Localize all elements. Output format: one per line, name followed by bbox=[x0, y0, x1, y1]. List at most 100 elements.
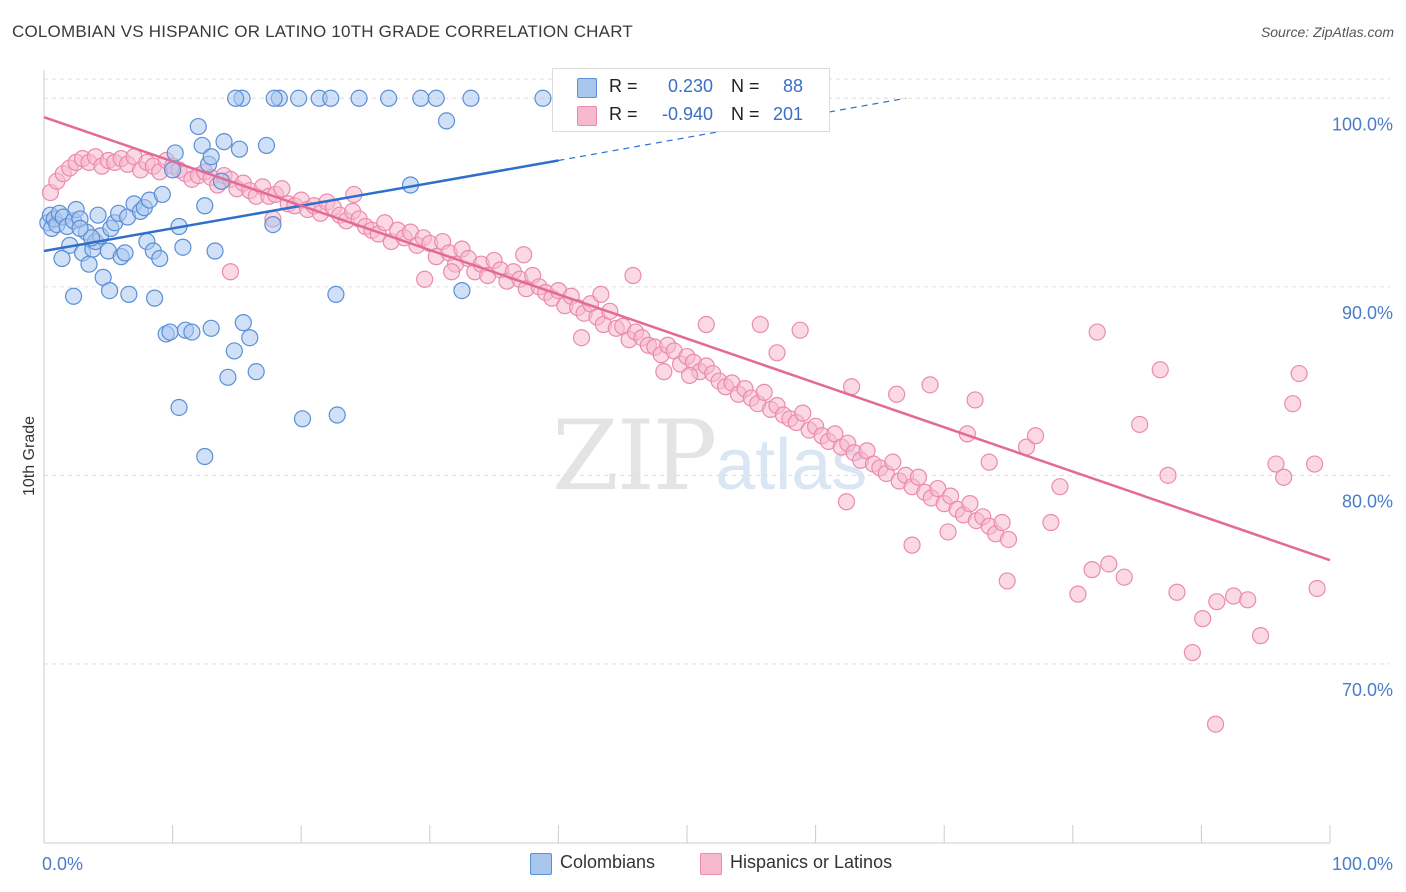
hispanic-point bbox=[1206, 715, 1225, 733]
colombian-point bbox=[202, 148, 220, 166]
hispanic-point bbox=[416, 270, 434, 288]
hispanic-trend-line bbox=[43, 115, 1331, 562]
colombian-point bbox=[290, 89, 308, 107]
hispanic-point bbox=[515, 246, 533, 264]
colombian-points bbox=[39, 89, 552, 466]
hispanic-point bbox=[680, 366, 699, 385]
hispanic-point bbox=[751, 315, 769, 334]
trend-lines bbox=[43, 97, 1331, 562]
colombian-point bbox=[166, 144, 184, 162]
colombian-point bbox=[328, 406, 346, 424]
bottom-legend-swatch-blue bbox=[530, 853, 552, 875]
colombian-point bbox=[174, 238, 192, 256]
legend-n-label: N = bbox=[731, 104, 760, 124]
colombian-point bbox=[64, 287, 83, 305]
tick-labels: 70.0% 80.0% 90.0% 100.0% 0.0% 100.0% bbox=[42, 114, 1393, 874]
hispanic-point bbox=[837, 493, 856, 511]
legend-swatch-pink bbox=[577, 106, 597, 126]
hispanic-point bbox=[966, 391, 984, 409]
colombian-point bbox=[327, 285, 345, 303]
y-tick-label: 80.0% bbox=[1342, 491, 1393, 511]
hispanic-point bbox=[655, 363, 673, 381]
hispanic-point bbox=[1239, 591, 1257, 609]
hispanic-point bbox=[1115, 568, 1133, 586]
hispanic-point bbox=[903, 536, 921, 554]
y-tick-label: 100.0% bbox=[1332, 114, 1393, 134]
hispanic-point bbox=[921, 376, 939, 394]
hispanic-point bbox=[572, 329, 591, 347]
colombian-point bbox=[234, 314, 252, 332]
hispanic-point bbox=[1251, 627, 1270, 645]
hispanic-point bbox=[1284, 395, 1302, 413]
watermark-zip: ZIP bbox=[552, 400, 717, 512]
hispanic-point bbox=[1100, 555, 1118, 573]
colombian-point bbox=[170, 398, 188, 417]
legend-n-value: 201 bbox=[772, 104, 803, 124]
bottom-legend-label: Hispanics or Latinos bbox=[730, 852, 893, 872]
colombian-point bbox=[437, 112, 456, 130]
colombian-point bbox=[206, 242, 224, 260]
colombian-point bbox=[215, 133, 233, 151]
hispanic-point bbox=[1051, 478, 1069, 496]
hispanic-point bbox=[1290, 364, 1308, 383]
colombian-point bbox=[241, 329, 259, 347]
colombian-point bbox=[462, 89, 480, 107]
legend-r-value: 0.230 bbox=[667, 76, 713, 96]
colombian-point bbox=[116, 244, 134, 262]
legend-r-value: -0.940 bbox=[661, 104, 713, 124]
bottom-legend-label: Colombians bbox=[560, 852, 656, 872]
x-tick-label: 100.0% bbox=[1332, 854, 1393, 874]
hispanic-point bbox=[1131, 415, 1149, 434]
colombian-point bbox=[247, 363, 265, 381]
colombian-point bbox=[196, 447, 214, 466]
hispanic-point bbox=[1151, 361, 1169, 379]
colombian-point bbox=[193, 136, 211, 155]
hispanic-point bbox=[999, 530, 1018, 549]
legend-row-colombians: R = 0.230 N = 88 bbox=[553, 72, 829, 102]
legend-r-label: R = bbox=[609, 104, 638, 124]
colombian-point bbox=[219, 368, 237, 386]
hispanic-point bbox=[1267, 455, 1285, 473]
legend-row-hispanics: R = -0.940 N = 201 bbox=[553, 100, 829, 130]
y-tick-label: 70.0% bbox=[1342, 680, 1393, 700]
hispanic-point bbox=[929, 479, 947, 498]
hispanic-point bbox=[1168, 583, 1186, 601]
colombian-point bbox=[350, 89, 368, 107]
colombian-point bbox=[202, 319, 220, 337]
hispanic-point bbox=[1088, 323, 1106, 341]
hispanic-point bbox=[939, 523, 957, 541]
hispanic-point bbox=[1208, 593, 1226, 611]
hispanic-point bbox=[909, 468, 928, 486]
colombian-point bbox=[265, 89, 283, 107]
legend-r-label: R = bbox=[609, 76, 638, 96]
hispanic-point bbox=[755, 383, 773, 401]
hispanic-point bbox=[1183, 643, 1201, 662]
colombian-point bbox=[161, 323, 179, 341]
colombian-point bbox=[380, 89, 398, 107]
y-axis-label: 10th Grade bbox=[21, 416, 38, 496]
hispanic-point bbox=[221, 263, 240, 281]
hispanic-point bbox=[1308, 579, 1326, 598]
axes bbox=[43, 70, 1331, 844]
hispanic-point bbox=[884, 453, 902, 471]
hispanic-point bbox=[888, 385, 906, 403]
hispanic-point bbox=[961, 495, 979, 513]
hispanic-point bbox=[624, 266, 642, 285]
hispanic-point bbox=[794, 404, 812, 422]
hispanic-point bbox=[791, 321, 809, 339]
bottom-legend-swatch-pink bbox=[700, 853, 722, 875]
colombian-point bbox=[80, 255, 98, 273]
colombian-point bbox=[230, 140, 249, 158]
hispanic-point bbox=[592, 285, 610, 303]
colombian-point bbox=[412, 89, 430, 107]
colombian-point bbox=[189, 117, 207, 136]
colombian-point bbox=[453, 281, 471, 300]
hispanic-point bbox=[980, 453, 998, 471]
colombian-point bbox=[153, 185, 171, 204]
colombian-point bbox=[89, 206, 107, 224]
colombian-point bbox=[225, 342, 243, 360]
colombian-point bbox=[100, 281, 119, 300]
colombian-point bbox=[534, 89, 552, 107]
colombian-point bbox=[293, 410, 312, 428]
